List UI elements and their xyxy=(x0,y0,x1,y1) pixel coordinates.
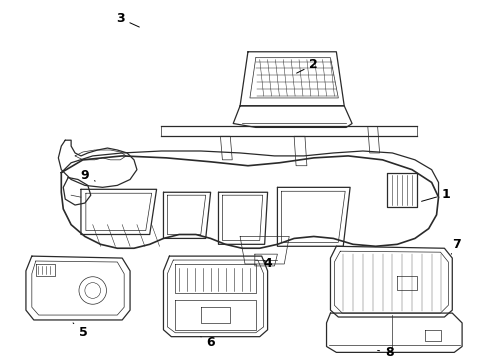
Text: 9: 9 xyxy=(80,169,95,182)
Text: 7: 7 xyxy=(451,238,461,254)
Text: 8: 8 xyxy=(378,346,394,359)
Text: 2: 2 xyxy=(296,58,318,73)
Text: 1: 1 xyxy=(421,188,451,201)
Text: 5: 5 xyxy=(73,323,87,339)
Text: 3: 3 xyxy=(116,12,139,27)
Text: 4: 4 xyxy=(263,257,272,270)
Text: 6: 6 xyxy=(201,336,215,349)
